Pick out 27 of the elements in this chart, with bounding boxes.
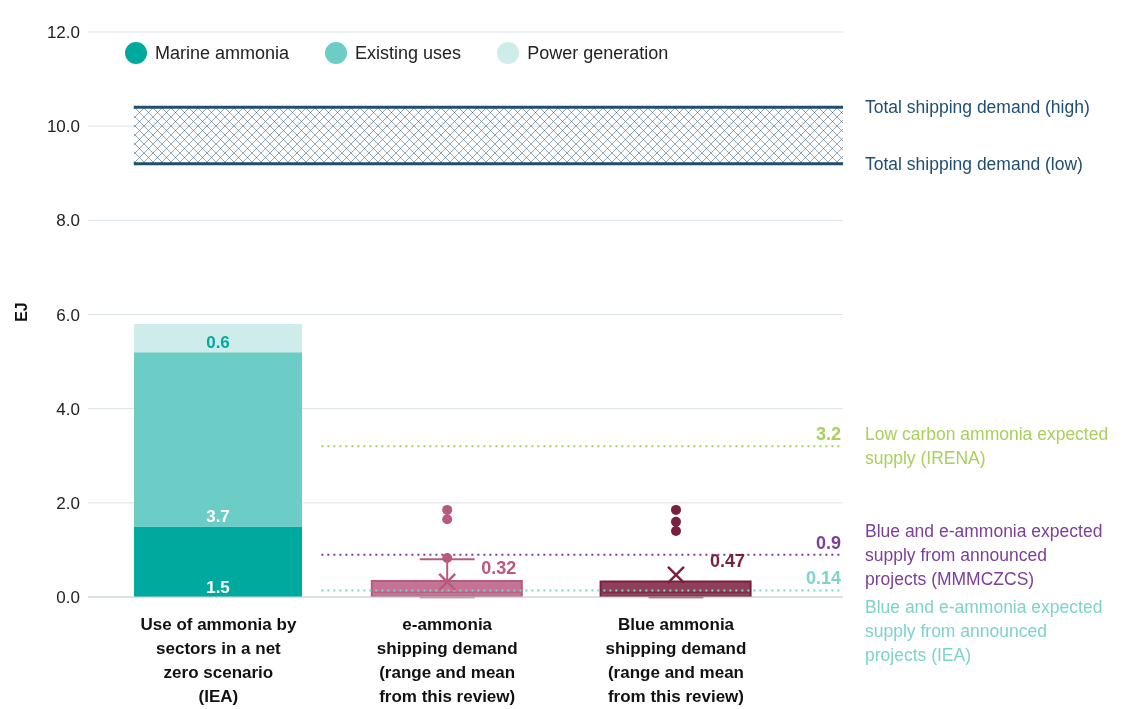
- x-tick-label: e-ammonia shipping demand (range and mean from this review): [376, 615, 518, 706]
- annotation: 0.47: [709, 550, 746, 571]
- legend-label: Existing uses: [355, 42, 462, 64]
- legend-label: Power generation: [527, 42, 669, 64]
- y-axis-title: EJ: [13, 300, 31, 324]
- annotation: 3.2: [815, 424, 841, 445]
- ref-line-label: Total shipping demand (low): [865, 152, 1083, 176]
- data-label: 3.7: [206, 507, 230, 527]
- x-tick-label: Blue ammonia shipping demand (range and mean from this review): [605, 615, 747, 706]
- legend-label: Marine ammonia: [155, 42, 290, 64]
- annotation: 0.14: [805, 568, 841, 589]
- data-label: 1.5: [206, 578, 230, 597]
- y-tick-label: 10.0: [46, 117, 80, 137]
- ref-line-label: Blue and e-ammonia expected supply from announced projects (IEA): [865, 595, 1103, 667]
- data-label: 0.6: [206, 333, 230, 353]
- y-tick-label: 8.0: [56, 211, 80, 231]
- y-tick-label: 12.0: [46, 23, 80, 43]
- y-tick-label: 6.0: [56, 305, 80, 325]
- ref-line-label: Total shipping demand (high): [865, 96, 1090, 120]
- ref-line-label: Blue and e-ammonia expected supply from announced projects (MMMCZCS): [865, 519, 1103, 591]
- annotation: 0.9: [815, 532, 841, 553]
- ref-line-label: Low carbon ammonia expected supply (IRENA): [865, 423, 1109, 471]
- x-tick-label: Use of ammonia by sectors in a net zero scenario (IEA): [140, 615, 297, 706]
- y-tick-label: 4.0: [56, 399, 80, 419]
- y-tick-label: 0.0: [56, 588, 80, 608]
- annotation: 0.32: [481, 557, 517, 578]
- y-tick-label: 2.0: [56, 493, 80, 513]
